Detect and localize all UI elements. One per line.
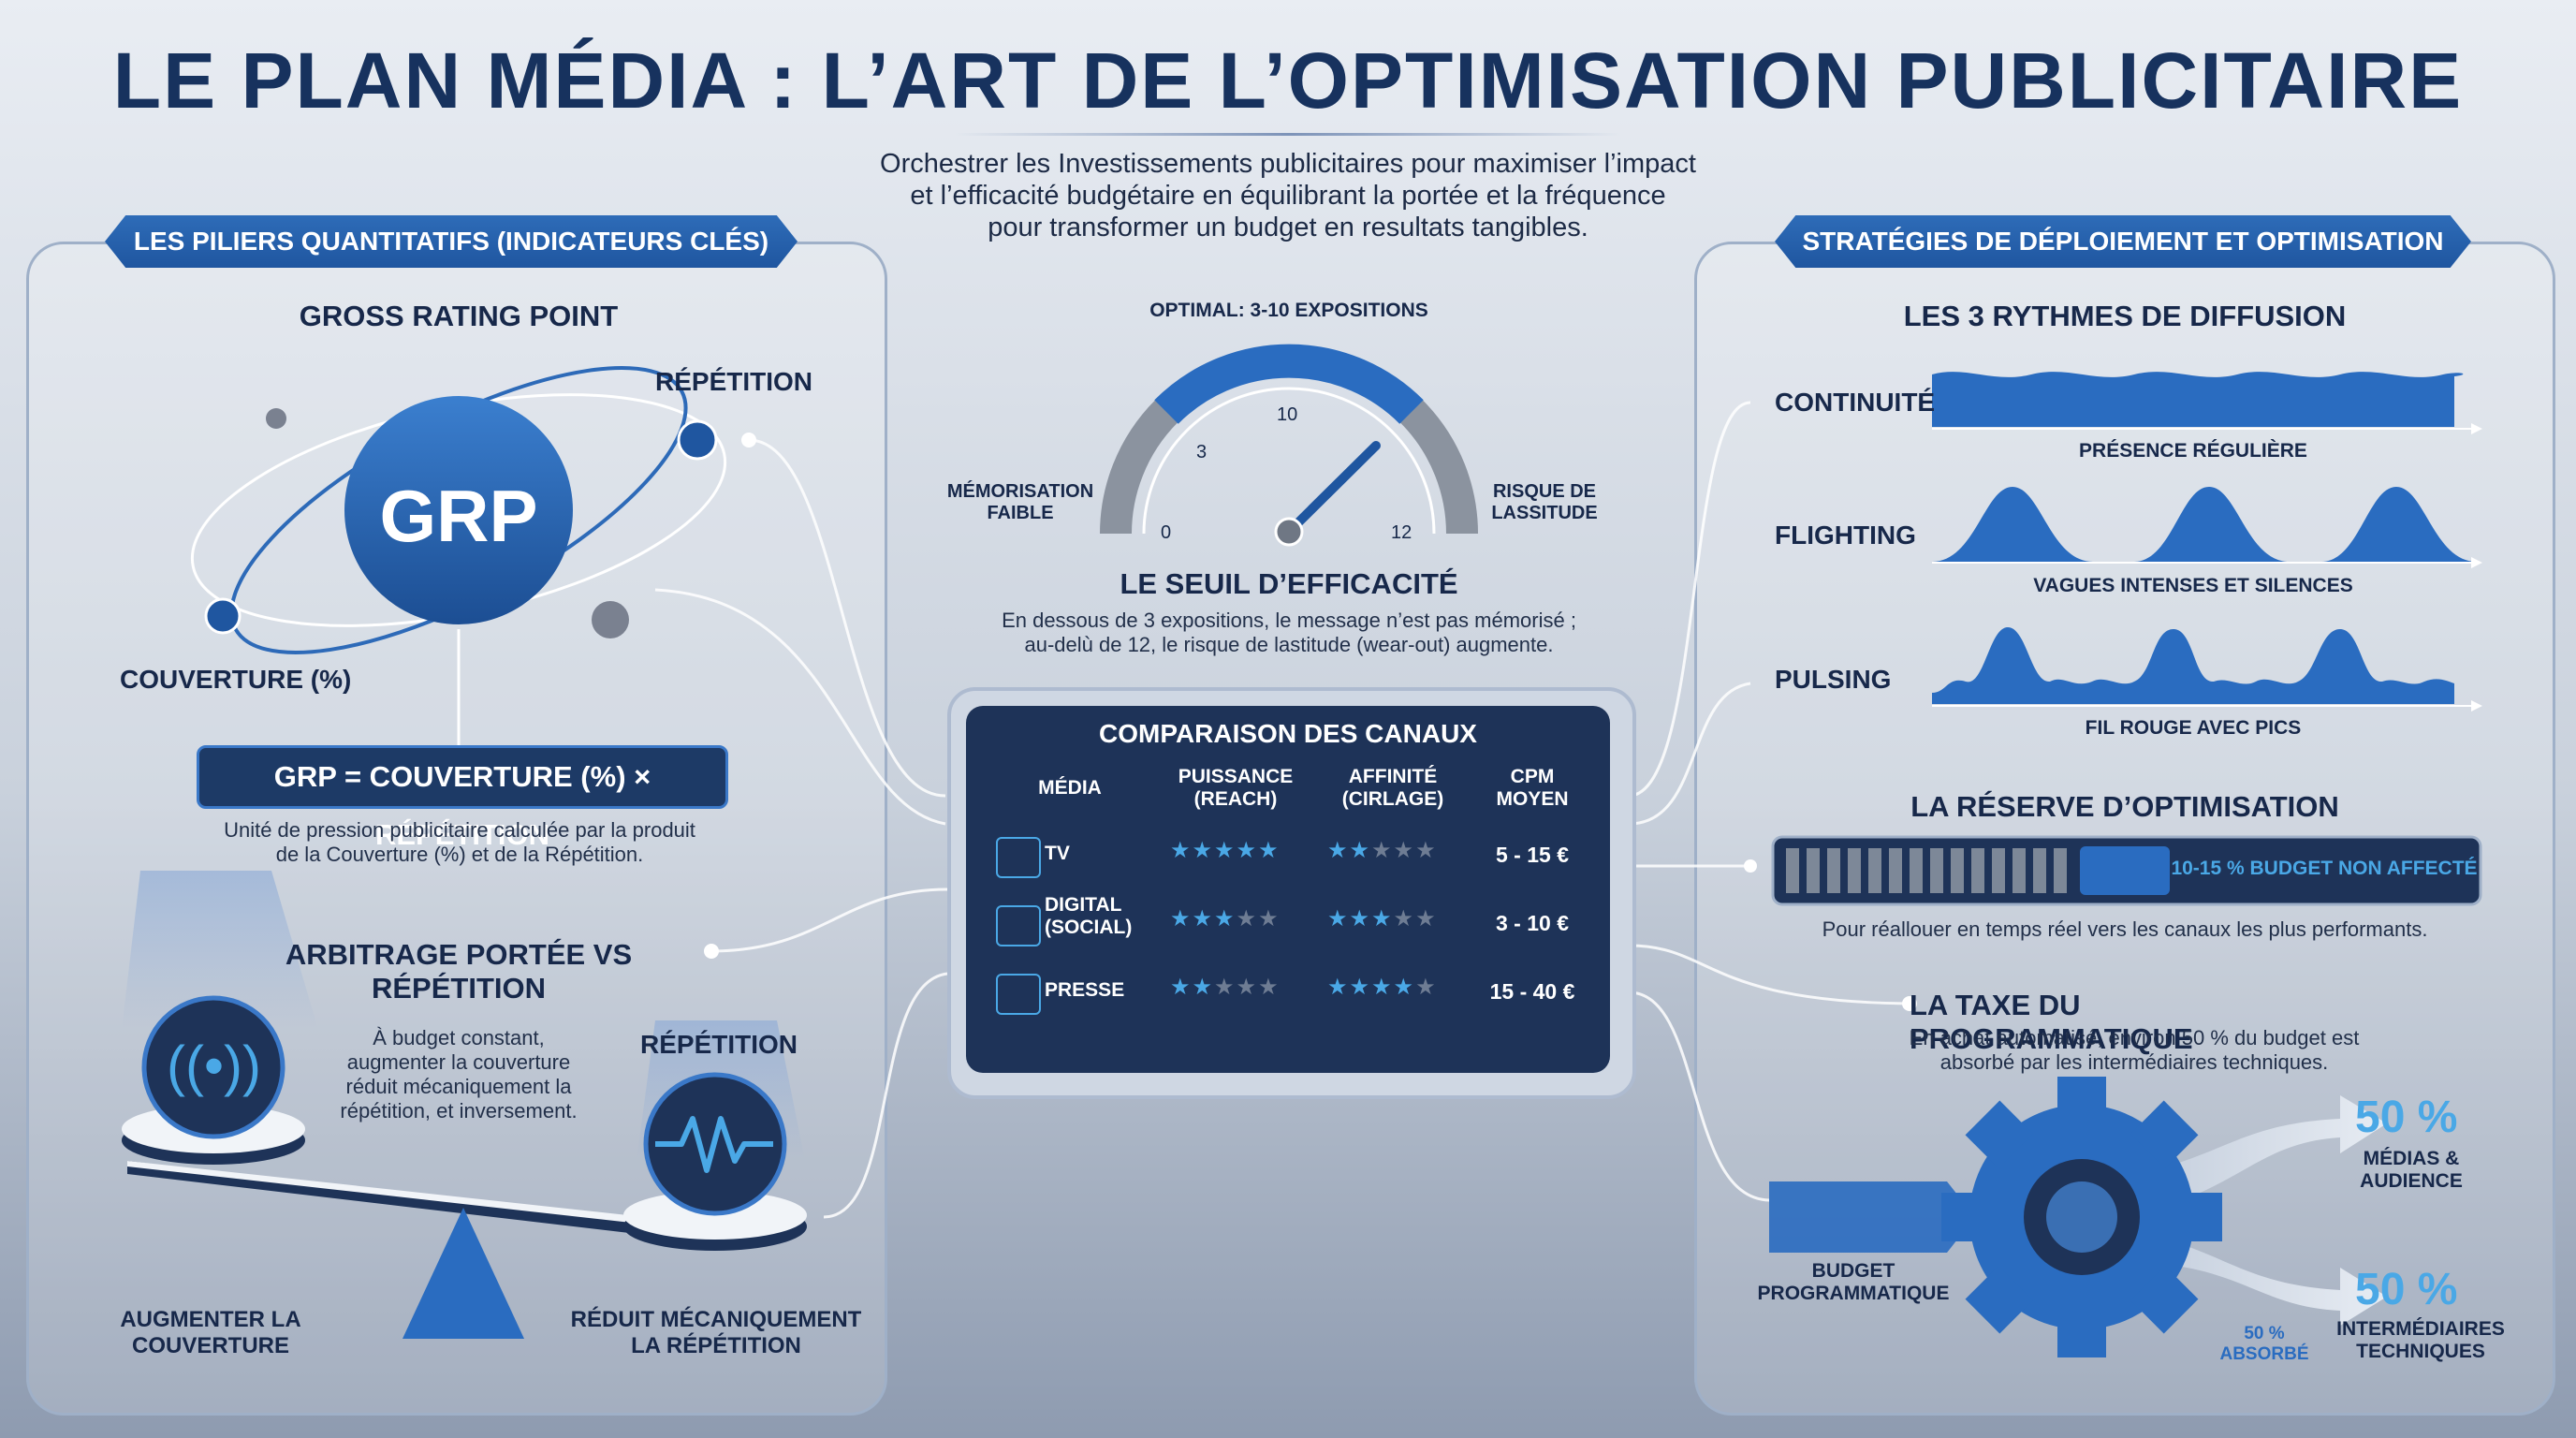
arbitrage-title: ARBITRAGE PORTÉE VS RÉPÉTITION — [285, 938, 633, 1005]
table-row-media: TV — [1045, 843, 1070, 864]
arbitrage-desc: À budget constant, augmenter la couvertu… — [340, 1026, 578, 1123]
couverture-label: COUVERTURE (%) — [120, 665, 352, 694]
table-row-puissance: ★★★★★ — [1170, 838, 1281, 863]
pct-intermediaires: 50 % — [2355, 1265, 2458, 1314]
pct-medias: 50 % — [2355, 1093, 2458, 1142]
rythmes-title: LES 3 RYTHMES DE DIFFUSION — [1903, 300, 2347, 332]
budget-label: BUDGET PROGRAMMATIQUE — [1757, 1260, 1950, 1304]
th-puissance: PUISSANCE (REACH) — [1178, 766, 1294, 810]
reserve-label: 10-15 % BUDGET NON AFFECTÉ — [2171, 858, 2478, 879]
taxe-desc: En achat automatisé, environ 50 % du bud… — [1909, 1026, 2360, 1074]
grp-orbit — [190, 366, 727, 745]
reserve-desc: Pour réallouer en temps réel vers les ca… — [1822, 917, 2428, 941]
grp-formula: GRP = COUVERTURE (%) × RÉPÉTITION — [197, 745, 728, 851]
reserve-title: LA RÉSERVE D’OPTIMISATION — [1910, 790, 2339, 823]
programmatic-graphic — [1769, 1077, 2387, 1357]
th-cpm: CPM MOYEN — [1496, 766, 1569, 810]
table-row-puissance: ★★★★★ — [1170, 975, 1281, 1000]
rythme-flighting-caption: VAGUES INTENSES ET SILENCES — [2033, 575, 2353, 596]
reduit-label: RÉDUIT MÉCANIQUEMENT LA RÉPÉTITION — [570, 1307, 862, 1358]
table-title: COMPARAISON DES CANAUX — [1099, 719, 1477, 748]
antenna-icon: ((•)) — [167, 1034, 261, 1097]
absorbe-label: 50 % ABSORBÉ — [2219, 1324, 2309, 1364]
table-row-puissance: ★★★★★ — [1170, 906, 1281, 932]
left-ribbon: LES PILIERS QUANTITATIFS (INDICATEURS CL… — [105, 215, 798, 268]
grp-formula-desc: Unité de pression publicitaire calculée … — [224, 818, 695, 866]
grp-title: GROSS RATING POINT — [299, 300, 619, 332]
gauge-tick-12: 12 — [1391, 522, 1412, 543]
right-ribbon: STRATÉGIES DE DÉPLOIEMENT ET OPTIMISATIO… — [1775, 215, 2471, 268]
table-row-affinite: ★★★★★ — [1327, 975, 1438, 1000]
newspaper-icon — [996, 974, 1041, 1015]
gauge-optimal-label: OPTIMAL: 3-10 EXPOSITIONS — [1149, 300, 1428, 321]
table-row-media: DIGITAL (SOCIAL) — [1045, 894, 1133, 938]
table-row-cpm: 5 - 15 € — [1496, 843, 1569, 867]
rythme-pulsing-label: PULSING — [1775, 665, 1892, 694]
taxe-title: LA TAXE DU PROGRAMMATIQUE — [1910, 989, 2193, 1055]
repetition-label-seesaw: RÉPÉTITION — [640, 1030, 798, 1059]
pct-medias-label: MÉDIAS & AUDIENCE — [2360, 1148, 2463, 1192]
gauge-tick-10: 10 — [1277, 404, 1298, 425]
rythme-continuite-label: CONTINUITÉ — [1775, 388, 1936, 417]
tv-icon — [996, 837, 1041, 878]
gauge-tick-3: 3 — [1196, 442, 1208, 462]
rythme-flighting-label: FLIGHTING — [1775, 521, 1916, 550]
page-subtitle: Orchestrer les Investissements publicita… — [880, 149, 1696, 242]
table-row-affinite: ★★★★★ — [1327, 906, 1438, 932]
share-icon — [996, 905, 1041, 946]
augmenter-label: AUGMENTER LA COUVERTURE — [120, 1307, 301, 1358]
rhythm-continuite — [1932, 372, 2482, 434]
gauge-title: LE SEUIL D’EFFICACITÉ — [1120, 567, 1458, 600]
th-media: MÉDIA — [1038, 777, 1102, 799]
table-row-cpm: 3 - 10 € — [1496, 911, 1569, 935]
repetition-label: RÉPÉTITION — [655, 367, 813, 396]
th-affinite: AFFINITÉ (CIRLAGE) — [1341, 766, 1444, 810]
table-row-media: PRESSE — [1045, 979, 1125, 1001]
seesaw-graphic — [122, 871, 807, 1339]
title-divider — [955, 133, 1621, 136]
gauge-graphic — [1100, 344, 1478, 547]
channel-table — [966, 706, 1610, 1073]
gauge-left-label: MÉMORISATION FAIBLE — [946, 481, 1094, 523]
rythme-continuite-caption: PRÉSENCE RÉGULIÈRE — [2079, 440, 2307, 462]
page-title: LE PLAN MÉDIA : L’ART DE L’OPTIMISATION … — [112, 37, 2464, 125]
pct-intermediaires-label: INTERMÉDIAIRES TECHNIQUES — [2336, 1318, 2505, 1362]
table-row-cpm: 15 - 40 € — [1489, 979, 1575, 1004]
rhythm-flighting — [1932, 487, 2482, 568]
grp-ball-label: GRP — [379, 475, 538, 557]
gauge-tick-0: 0 — [1161, 522, 1172, 543]
gauge-right-label: RISQUE DE LASSITUDE — [1491, 481, 1598, 523]
rythme-pulsing-caption: FIL ROUGE AVEC PICS — [2085, 717, 2302, 739]
gauge-desc: En dessous de 3 expositions, le message … — [1002, 609, 1576, 656]
rhythm-pulsing — [1932, 627, 2482, 712]
reserve-bar-graphic — [1771, 835, 2482, 906]
table-row-affinite: ★★★★★ — [1327, 838, 1438, 863]
